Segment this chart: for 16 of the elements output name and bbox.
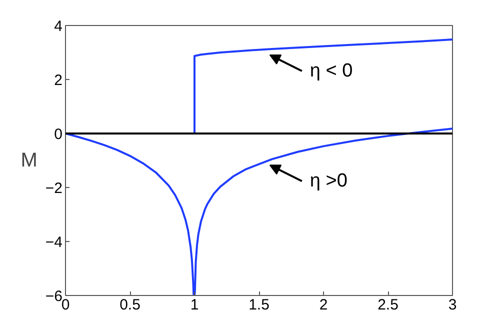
x-tick-label: 2.5	[378, 296, 398, 314]
x-tick-label: 0.5	[120, 296, 140, 314]
y-tick-label: −4	[45, 234, 63, 251]
y-tick-label: 0	[54, 126, 62, 143]
y-axis-title: M	[20, 150, 38, 172]
annotation: η >0	[310, 170, 348, 192]
y-tick-label: 4	[54, 18, 62, 35]
y-tick-label: −2	[45, 180, 63, 197]
x-tick-label: 1	[190, 296, 199, 314]
y-tick-label: −6	[45, 288, 63, 305]
line-series	[194, 38, 452, 134]
x-tick-label: 3	[448, 296, 457, 314]
y-tick-label: 2	[54, 72, 62, 89]
annotation: η < 0	[310, 60, 353, 82]
x-tick-label: 2	[319, 296, 328, 314]
x-tick-label: 1.5	[248, 296, 270, 314]
